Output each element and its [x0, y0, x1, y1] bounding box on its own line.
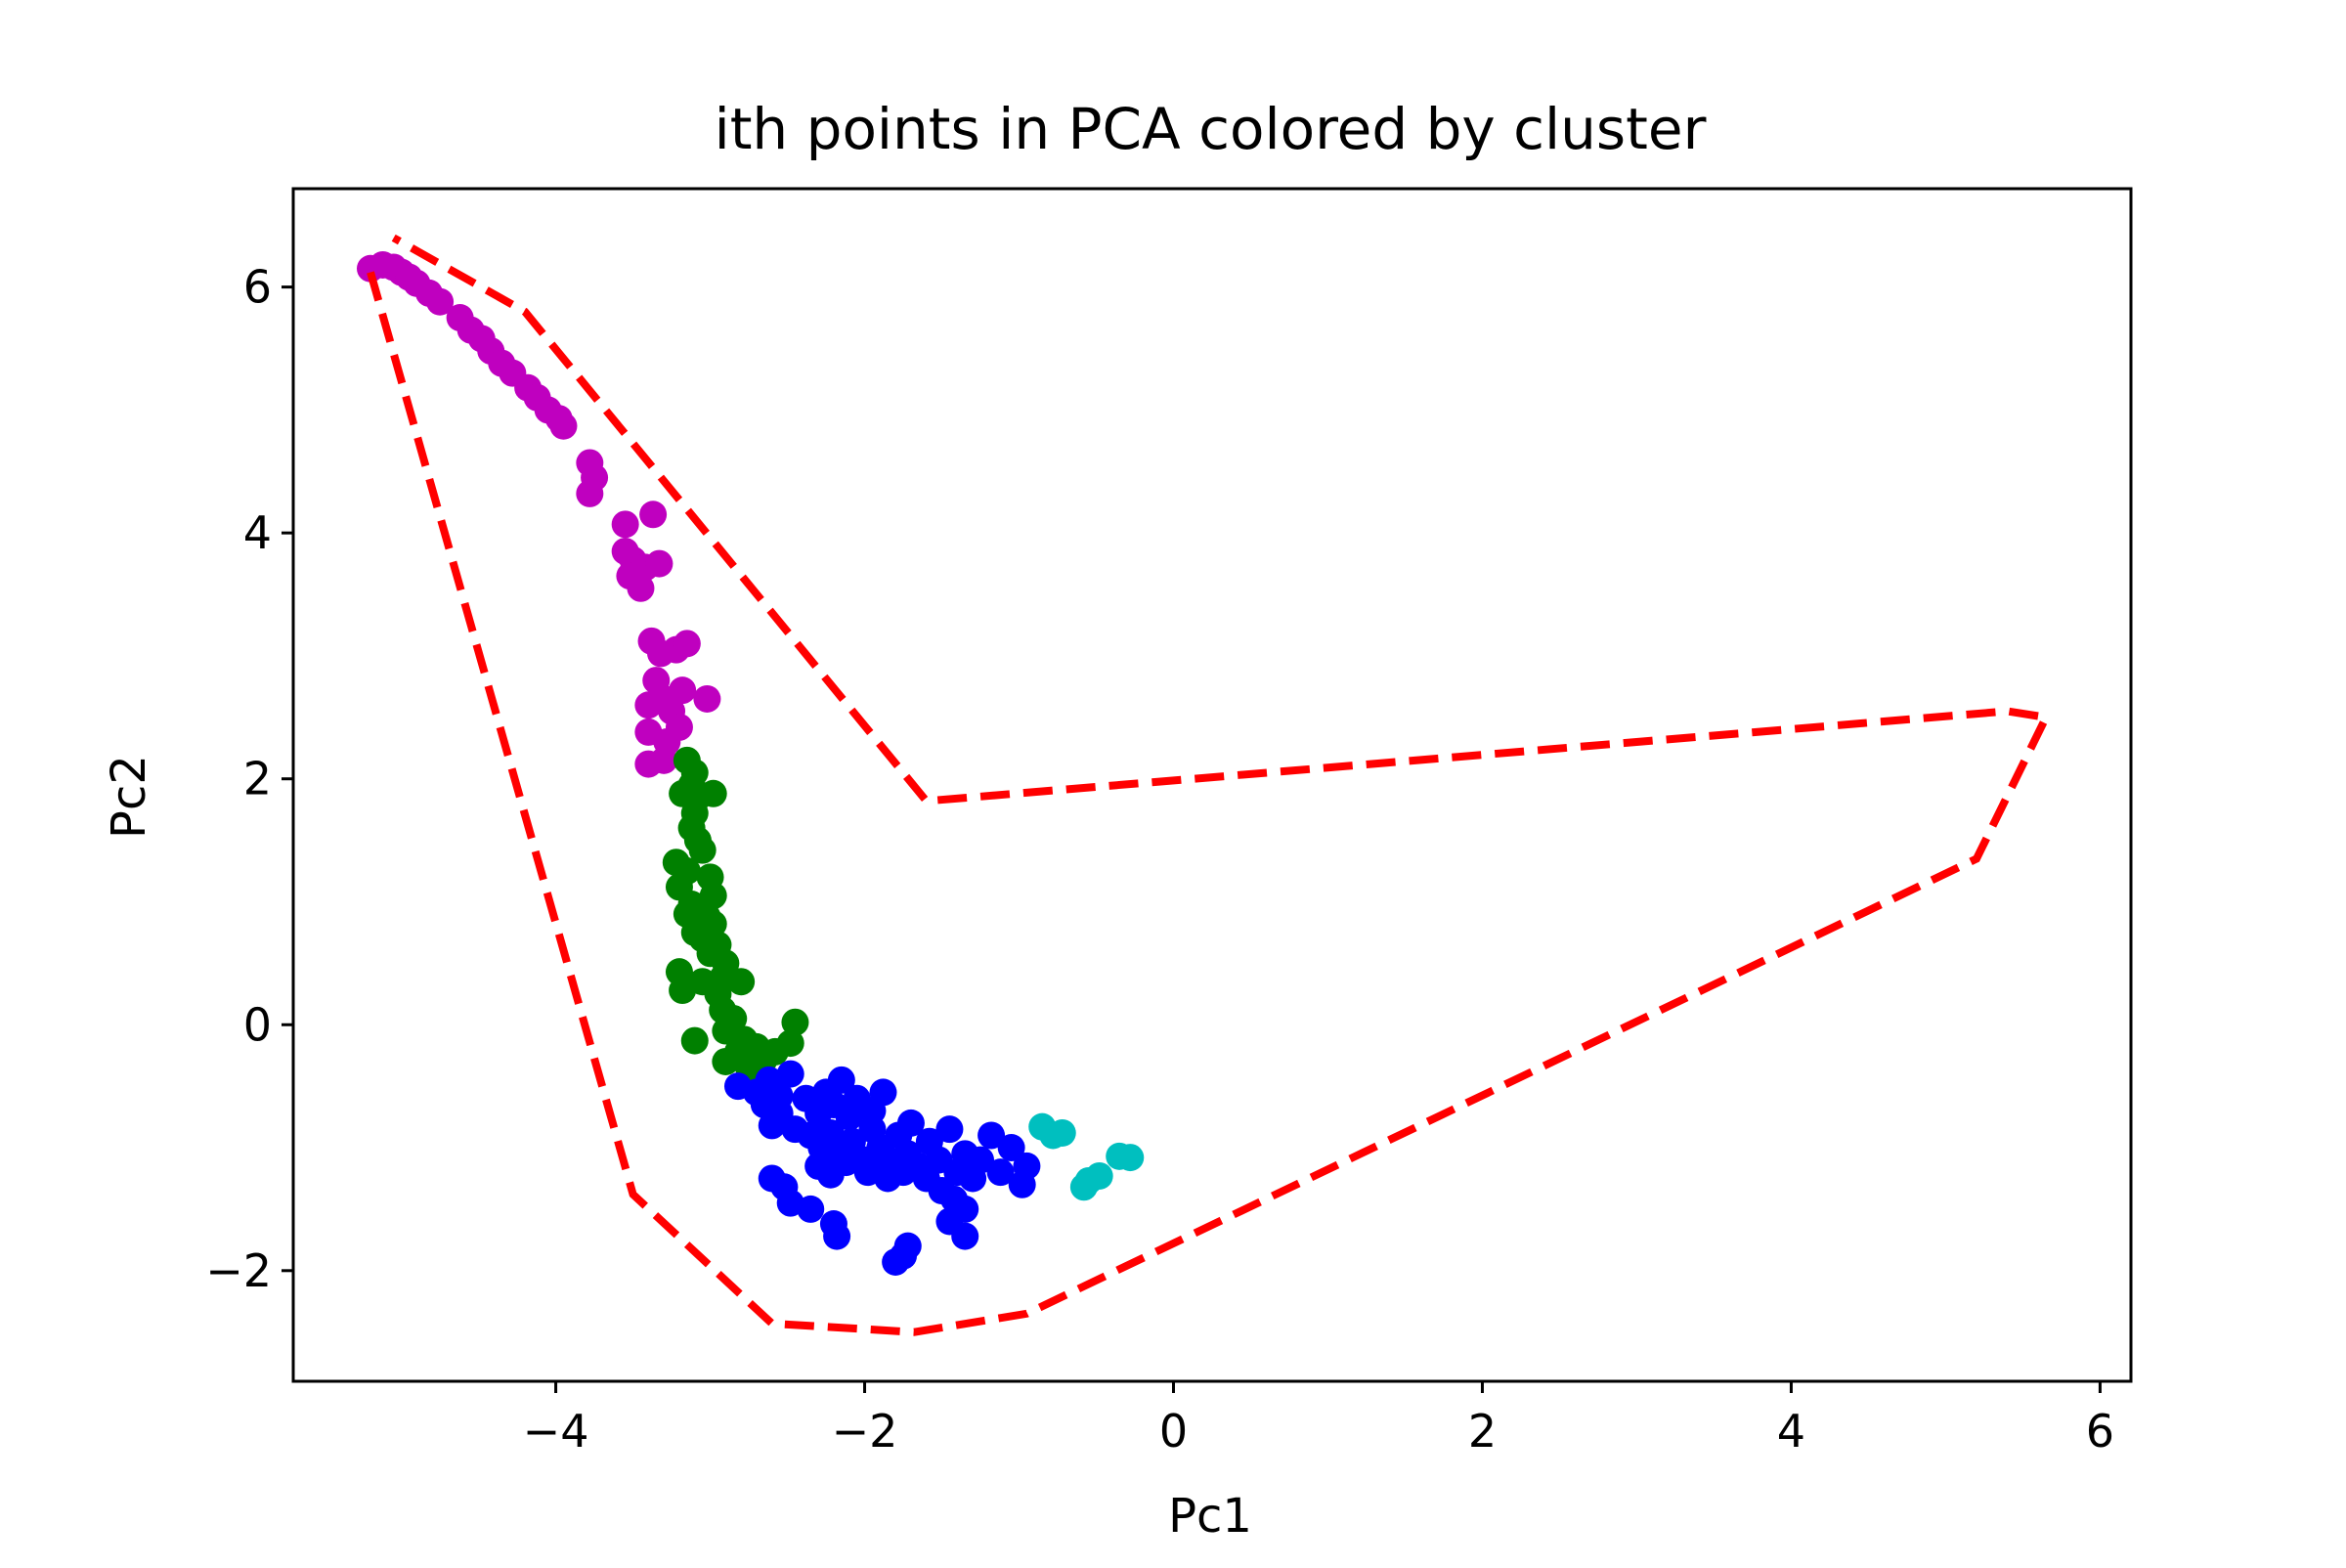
- cluster-1-point: [611, 510, 639, 539]
- cluster-2-point: [699, 779, 727, 807]
- x-tick-label: 2: [1468, 1405, 1497, 1458]
- cluster-1-point: [669, 676, 697, 705]
- y-tick-label: 6: [243, 261, 272, 314]
- cluster-1-point: [634, 691, 663, 719]
- plot-area: −4 −2 0 2 4 6 −2 0 2 4 6: [205, 187, 2133, 1458]
- cluster-1-point: [576, 479, 604, 507]
- y-tick-label: −2: [205, 1244, 272, 1297]
- cluster-3-point: [776, 1060, 804, 1088]
- axes-frame: [291, 187, 2133, 1383]
- cluster-3-point: [758, 1111, 786, 1140]
- cluster-1-point: [549, 412, 578, 440]
- cluster-3-point: [997, 1134, 1025, 1162]
- cluster-4-point: [1048, 1118, 1076, 1147]
- y-axis-label: Pc2: [102, 755, 156, 839]
- x-tick-label: 6: [2086, 1405, 2114, 1458]
- cluster-3-point: [882, 1248, 910, 1276]
- cluster-3-point: [832, 1149, 860, 1177]
- cluster-3-point: [1013, 1152, 1041, 1180]
- cluster-3-point: [890, 1158, 918, 1187]
- x-axis-label: Pc1: [1168, 1489, 1252, 1544]
- x-tick-label: 0: [1159, 1405, 1188, 1458]
- x-tick-label: 4: [1777, 1405, 1805, 1458]
- cluster-2-point: [776, 1029, 804, 1058]
- x-tick-label: −4: [523, 1405, 589, 1458]
- cluster-4-point: [1069, 1173, 1098, 1201]
- cluster-1-point: [645, 549, 673, 578]
- chart-title: ith points in PCA colored by cluster: [715, 96, 1707, 162]
- y-tick-label: 0: [243, 998, 272, 1051]
- cluster-1-point: [673, 630, 701, 658]
- cluster-2-point: [688, 836, 717, 864]
- cluster-2-point: [781, 1008, 809, 1036]
- cluster-3-point: [896, 1109, 925, 1137]
- cluster-2-point: [699, 882, 727, 910]
- cluster-3-point: [823, 1222, 851, 1250]
- cluster-3-point: [797, 1195, 825, 1223]
- y-tick-label: 2: [243, 753, 272, 806]
- cluster-2-point: [712, 1047, 740, 1075]
- cluster-2-point: [727, 968, 756, 996]
- cluster-3-point: [978, 1121, 1006, 1150]
- cluster-3-point: [827, 1066, 855, 1094]
- cluster-3-point: [986, 1158, 1015, 1187]
- cluster-2-point: [669, 977, 697, 1005]
- cluster-1-point: [693, 684, 721, 713]
- cluster-2-point: [680, 1026, 709, 1055]
- cluster-1-point: [650, 746, 678, 774]
- cluster-3-point: [816, 1118, 845, 1147]
- cluster-3-point: [951, 1222, 979, 1250]
- cluster-1-point: [426, 287, 455, 316]
- cluster-3-point: [869, 1078, 897, 1107]
- y-tick-label: 4: [243, 506, 272, 559]
- cluster-3-point: [935, 1115, 964, 1144]
- boundary-dashed-line: [367, 234, 2053, 1336]
- cluster-1-point: [639, 501, 668, 529]
- x-tick-label: −2: [832, 1405, 898, 1458]
- cluster-1-point: [627, 574, 655, 602]
- cluster-3-point: [967, 1146, 995, 1174]
- cluster-4-point: [1116, 1144, 1145, 1172]
